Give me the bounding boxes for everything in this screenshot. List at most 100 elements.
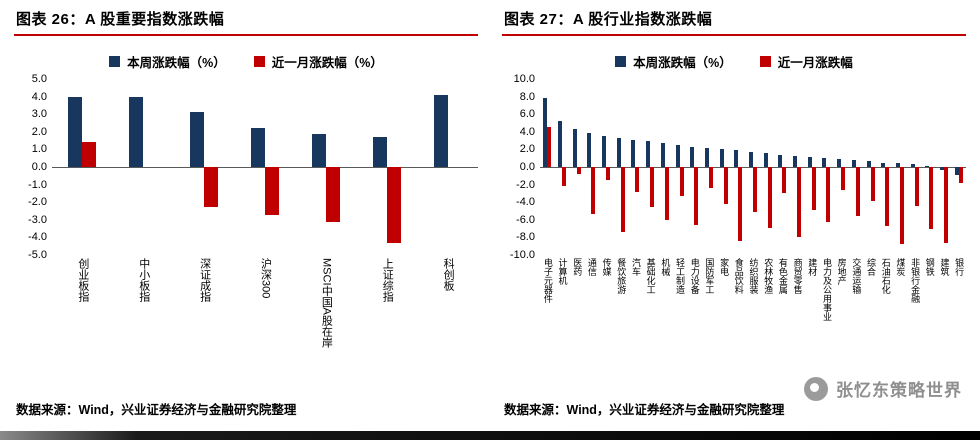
- x-category-text: 建材: [807, 258, 818, 276]
- bar-month: [929, 167, 934, 230]
- bar-group: [540, 79, 555, 255]
- x-category-text: 计算机: [557, 258, 568, 285]
- bar-group: [52, 79, 113, 255]
- bar-group: [658, 79, 673, 255]
- x-category-label: 综合: [863, 258, 878, 386]
- y-axis: 5.0 4.0 3.0 2.0 1.0 0.0 -1.0 -2.0 -3.0 -4.0 -5.0: [14, 73, 52, 261]
- bar-group: [848, 79, 863, 255]
- y-tick-label: 4.0: [519, 125, 535, 138]
- chart26-plot-row: 5.0 4.0 3.0 2.0 1.0 0.0 -1.0 -2.0 -3.0 -4.0 -5.0 创…: [14, 73, 478, 386]
- bottom-black-bar: [0, 431, 980, 440]
- chart27-source-note: 数据来源：Wind，兴业证券经济与金融研究院整理: [504, 403, 785, 417]
- x-category-text: 基础化工: [645, 258, 656, 294]
- x-category-label: 深证成指: [174, 258, 235, 386]
- bar-month: [694, 167, 699, 226]
- x-category-text: 房地产: [836, 258, 847, 285]
- x-category-label: 计算机: [555, 258, 570, 386]
- bar-week: [631, 139, 636, 167]
- chart27-title: 图表 27：A 股行业指数涨跌幅: [504, 11, 713, 28]
- x-category-text: MSCI中国A股在岸: [320, 258, 333, 348]
- bar-group: [643, 79, 658, 255]
- bar-month: [562, 167, 567, 187]
- y-tick-label: -10.0: [509, 249, 535, 261]
- y-tick-label: -3.0: [28, 213, 47, 226]
- chart26-title: 图表 26：A 股重要指数涨跌幅: [16, 11, 225, 28]
- y-tick-label: -5.0: [28, 249, 47, 261]
- bar-week: [433, 94, 448, 167]
- y-tick-label: -6.0: [516, 213, 535, 226]
- x-category-label: 国防军工: [702, 258, 717, 386]
- bar-month: [797, 167, 802, 237]
- y-tick-label: -1.0: [28, 178, 47, 191]
- x-category-text: 医药: [572, 258, 583, 276]
- x-category-text: 综合: [866, 258, 877, 276]
- bar-week: [543, 98, 548, 167]
- bar-week: [910, 164, 915, 167]
- bar-group: [569, 79, 584, 255]
- y-tick-label: 0.0: [519, 161, 535, 173]
- bar-group: [922, 79, 937, 255]
- y-tick-label: 10.0: [513, 73, 535, 85]
- bar-group: [687, 79, 702, 255]
- bar-week: [250, 128, 265, 167]
- bar-week: [372, 137, 387, 167]
- bar-month: [855, 167, 860, 217]
- x-category-label: 石油石化: [878, 258, 893, 386]
- bar-group: [951, 79, 966, 255]
- legend-swatch-month: [253, 56, 265, 67]
- bar-group: [613, 79, 628, 255]
- bar-group: [819, 79, 834, 255]
- legend-swatch-week: [109, 56, 121, 67]
- chart27-plot-row: 10.0 8.0 6.0 4.0 2.0 0.0 -2.0 -4.0 -6.0 -8.0 -10.0…: [502, 73, 966, 386]
- x-category-text: 有色金属: [777, 258, 788, 294]
- chart26-panel: 图表 26：A 股重要指数涨跌幅 本周涨跌幅（%） 近一月涨跌幅（%） 5.0 4…: [14, 6, 478, 420]
- x-category-label: 有色金属: [775, 258, 790, 386]
- plot-area: [52, 79, 478, 255]
- x-category-label: 电力设备: [687, 258, 702, 386]
- x-category-text: 建筑: [939, 258, 950, 276]
- x-category-text: 煤炭: [895, 258, 906, 276]
- x-category-label: 通信: [584, 258, 599, 386]
- x-category-label: 轻工制造: [672, 258, 687, 386]
- x-category-label: 建筑: [937, 258, 952, 386]
- bar-group: [628, 79, 643, 255]
- bar-month: [547, 126, 552, 167]
- x-category-label: 沪深300: [235, 258, 296, 386]
- x-category-label: 汽车: [628, 258, 643, 386]
- bar-group: [878, 79, 893, 255]
- bar-group: [702, 79, 717, 255]
- x-category-text: 钢铁: [924, 258, 935, 276]
- x-category-text: 电力设备: [689, 258, 700, 294]
- bar-week: [572, 129, 577, 167]
- bar-month: [386, 167, 401, 243]
- y-tick-label: -2.0: [28, 196, 47, 209]
- y-tick-label: 2.0: [31, 125, 47, 138]
- bar-month: [958, 167, 963, 183]
- x-category-label: 中小板指: [113, 258, 174, 386]
- x-category-text: 通信: [586, 258, 597, 276]
- bar-month: [738, 167, 743, 241]
- bar-week: [939, 167, 944, 170]
- bar-month: [620, 167, 625, 233]
- x-category-text: 交通运输: [851, 258, 862, 294]
- x-category-label: 上证综指: [356, 258, 417, 386]
- bar-week: [837, 159, 842, 167]
- x-category-label: 传媒: [599, 258, 614, 386]
- bar-week: [675, 145, 680, 167]
- bar-week: [954, 167, 959, 175]
- x-category-text: 食品饮料: [733, 258, 744, 294]
- bar-week: [807, 157, 812, 167]
- bar-month: [708, 167, 713, 189]
- bar-week: [616, 137, 621, 167]
- chart26-legend: 本周涨跌幅（%） 近一月涨跌幅（%）: [14, 52, 478, 71]
- bar-week: [748, 152, 753, 167]
- x-category-label: 钢铁: [922, 258, 937, 386]
- x-category-text: 电子元器件: [542, 258, 553, 303]
- legend-swatch-month: [759, 56, 771, 67]
- y-tick-label: 6.0: [519, 108, 535, 121]
- x-category-label: 房地产: [834, 258, 849, 386]
- x-category-text: 汽车: [630, 258, 641, 276]
- bar-group: [584, 79, 599, 255]
- title-rule: [502, 34, 966, 36]
- x-category-text: 中小板指: [137, 258, 150, 302]
